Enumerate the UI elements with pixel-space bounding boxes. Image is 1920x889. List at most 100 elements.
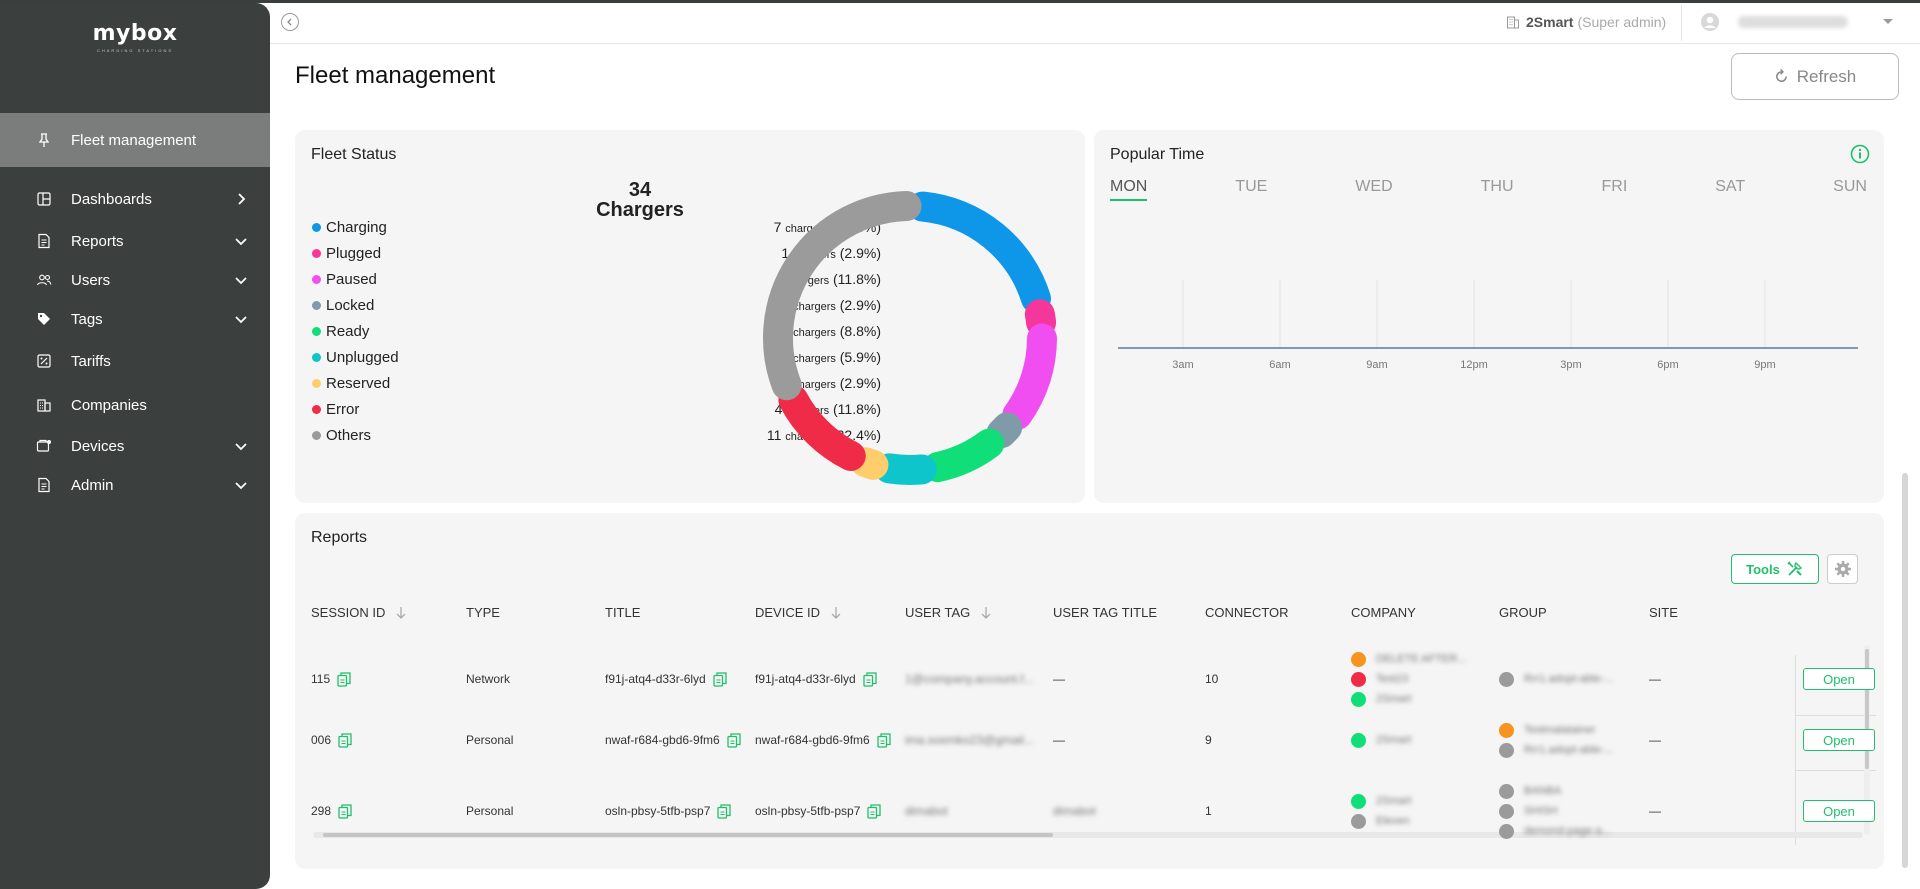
donut-slice-others[interactable]	[763, 191, 922, 401]
horizontal-scrollbar[interactable]	[313, 832, 1863, 838]
tab-sat[interactable]: SAT	[1715, 178, 1746, 195]
company-badge[interactable]: DELETE AFTER...	[1351, 649, 1466, 669]
column-header-label: USER TAG TITLE	[1053, 605, 1158, 620]
user-avatar-icon	[1701, 13, 1719, 31]
time-tick-label: 12pm	[1460, 359, 1488, 371]
donut-slice-charging[interactable]	[907, 191, 1051, 314]
sort-arrow-icon[interactable]	[980, 606, 992, 620]
session-type: Personal	[466, 733, 514, 747]
horizontal-scrollbar-thumb[interactable]	[323, 833, 1053, 837]
sidebar-item-admin[interactable]: Admin	[0, 463, 270, 507]
donut-slice-error[interactable]	[778, 384, 866, 471]
device-id: osln-pbsy-5tfb-psp7	[755, 804, 861, 818]
fleet-status-donut	[763, 191, 1057, 485]
sidebar-item-reports[interactable]: Reports	[0, 219, 270, 263]
column-header-label: TITLE	[605, 605, 641, 620]
group-badge[interactable]: demond-page-a...	[1499, 821, 1611, 841]
organization-switcher[interactable]: 2Smart (Super admin)	[1506, 14, 1666, 30]
company-badge[interactable]: 2Smart	[1351, 730, 1411, 750]
collapse-sidebar-button[interactable]	[281, 13, 299, 31]
group-badge[interactable]: BANBA	[1499, 781, 1611, 801]
column-header-device-id[interactable]: DEVICE ID	[755, 605, 842, 620]
sort-arrow-icon[interactable]	[830, 606, 842, 620]
tab-fri[interactable]: FRI	[1601, 178, 1628, 195]
copy-icon[interactable]	[867, 803, 882, 819]
group-name: Rrr1.adopt-able-...	[1524, 673, 1614, 685]
topbar-divider	[1681, 5, 1682, 41]
user-menu[interactable]	[1700, 12, 1894, 32]
legend-dot	[312, 352, 321, 362]
sidebar-item-companies[interactable]: Companies	[0, 383, 270, 427]
donut-slice-plugged[interactable]	[1024, 299, 1057, 338]
company-badge[interactable]: 2Smart	[1351, 791, 1411, 811]
page-scrollbar-thumb[interactable]	[1902, 473, 1908, 868]
tab-wed[interactable]: WED	[1355, 178, 1393, 195]
copy-icon[interactable]	[863, 671, 877, 687]
sidebar-item-fleet-management[interactable]: Fleet management	[0, 113, 270, 167]
user-tag: dimabot	[905, 804, 948, 818]
page-scrollbar[interactable]	[1900, 128, 1910, 868]
legend-label: Error	[326, 400, 360, 418]
group-badge[interactable]: Rrr1.adopt-able-...	[1499, 669, 1613, 689]
legend-dot	[312, 274, 321, 284]
copy-icon[interactable]	[877, 732, 891, 748]
column-header-user-tag[interactable]: USER TAG	[905, 605, 992, 620]
pin-icon	[36, 132, 52, 148]
donut-slice-locked[interactable]	[986, 412, 1023, 449]
copy-icon[interactable]	[338, 803, 352, 819]
group-name: Testmalatainer	[1524, 724, 1596, 736]
donut-slice-unplugged[interactable]	[874, 453, 937, 485]
legend-percent: (2.9%)	[839, 375, 881, 391]
status-dot	[1351, 732, 1366, 748]
sort-arrow-icon[interactable]	[395, 606, 407, 620]
refresh-button[interactable]: Refresh	[1731, 53, 1899, 100]
device-id: f91j-atq4-d33r-6lyd	[755, 672, 856, 686]
site: —	[1649, 804, 1661, 818]
sidebar-item-tags[interactable]: Tags	[0, 297, 270, 341]
donut-slice-reserved[interactable]	[850, 447, 889, 480]
tab-thu[interactable]: THU	[1480, 178, 1514, 195]
sidebar-item-devices[interactable]: Devices	[0, 424, 270, 468]
legend-item-plugged[interactable]: Plugged 1 chargers (2.9%)	[312, 240, 889, 266]
tools-button[interactable]: Tools	[1731, 554, 1819, 584]
open-button[interactable]: Open	[1803, 729, 1875, 751]
tab-tue[interactable]: TUE	[1235, 178, 1268, 195]
donut-center-label: 34 Chargers	[540, 180, 740, 220]
donut-slice-ready[interactable]	[922, 428, 1005, 483]
user-tag: ima.soemko23@gmail...	[905, 733, 1034, 747]
column-header-label: GROUP	[1499, 605, 1547, 620]
company-name: Eleven	[1376, 815, 1410, 827]
chevron-down-icon	[235, 316, 247, 324]
company-badge[interactable]: 2Smart	[1351, 689, 1466, 709]
logo-subtitle: CHARGING STATIONS	[96, 48, 174, 53]
copy-icon[interactable]	[713, 671, 727, 687]
sidebar-item-users[interactable]: Users	[0, 258, 270, 302]
legend-label: Reserved	[326, 374, 391, 392]
group-badge[interactable]: Testmalatainer	[1499, 720, 1613, 740]
cell-type: Personal	[466, 731, 513, 749]
column-header-session-id[interactable]: SESSION ID	[311, 605, 407, 620]
popular-time-chart: 3am 6am 9am 12pm 3pm 6pm 9pm	[1118, 280, 1858, 371]
copy-icon[interactable]	[337, 671, 351, 687]
device-id: nwaf-r684-gbd6-9fm6	[755, 733, 870, 747]
copy-icon[interactable]	[338, 732, 352, 748]
company-badge[interactable]: Test23	[1351, 669, 1466, 689]
company-badge[interactable]: Eleven	[1351, 811, 1411, 831]
sidebar-item-tariffs[interactable]: Tariffs	[0, 339, 270, 383]
vertical-scrollbar-thumb[interactable]	[1865, 649, 1869, 769]
open-button[interactable]: Open	[1803, 668, 1875, 690]
tab-mon[interactable]: MON	[1110, 178, 1148, 201]
table-settings-button[interactable]	[1827, 554, 1858, 584]
group-badge[interactable]: Rrr1.adopt-able-...	[1499, 740, 1613, 760]
sidebar-item-dashboards[interactable]: Dashboards	[0, 177, 270, 221]
open-button[interactable]: Open	[1803, 800, 1875, 822]
copy-icon[interactable]	[727, 732, 741, 748]
cell-user-tag: 1@company.account.f...	[905, 670, 1034, 688]
chevron-down-icon	[235, 443, 247, 451]
tab-sun[interactable]: SUN	[1833, 178, 1867, 195]
group-badge[interactable]: SHISH	[1499, 801, 1611, 821]
copy-icon[interactable]	[717, 803, 732, 819]
donut-slice-paused[interactable]	[1002, 323, 1057, 430]
building-icon	[36, 397, 52, 413]
info-icon[interactable]	[1850, 144, 1870, 164]
